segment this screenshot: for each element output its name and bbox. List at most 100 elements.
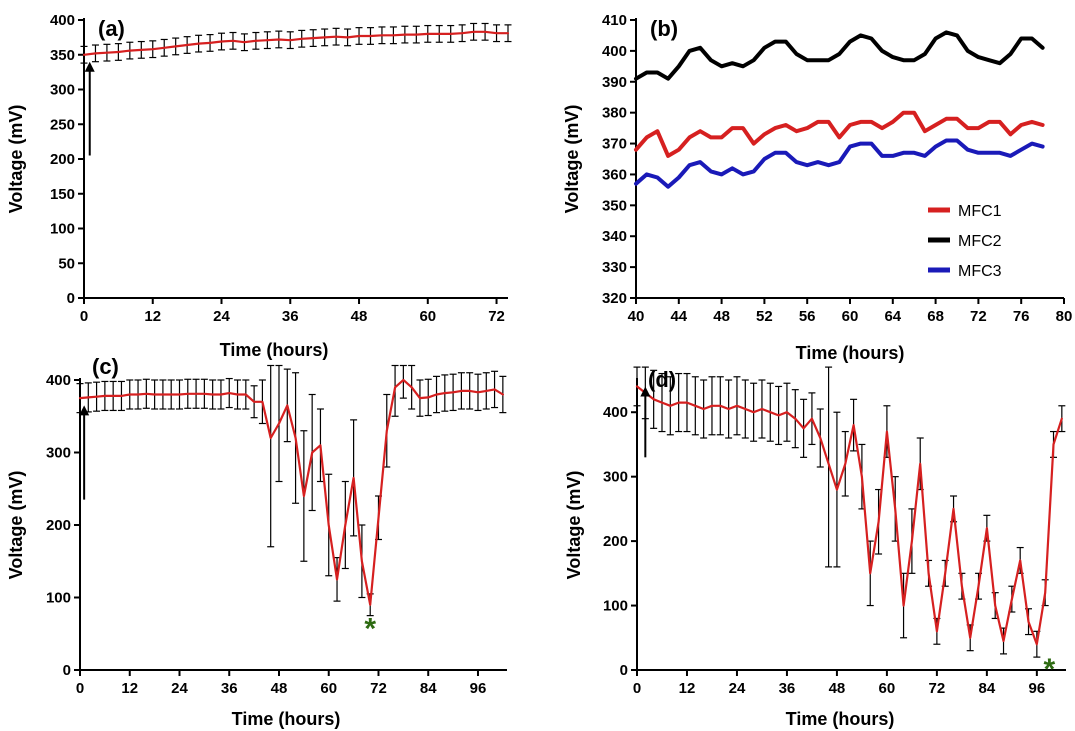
data-point [656,71,659,74]
data-point [870,37,873,40]
data-point [892,56,894,58]
data-point [956,34,958,37]
legend-label: MFC2 [958,233,1002,250]
data-point [956,118,958,120]
x-tick-label: 96 [1029,680,1046,697]
y-tick-label: 300 [603,469,628,486]
data-point [1031,121,1033,123]
x-tick-label: 60 [842,308,859,325]
x-tick-label: 44 [670,308,687,325]
data-point [870,121,873,123]
x-tick-label: 24 [213,308,230,325]
data-point [892,121,894,123]
start-arrow-icon [84,61,95,156]
data-point [699,47,701,49]
y-tick-label: 400 [46,372,71,389]
y-tick-label: 300 [46,445,71,462]
y-axis-label: Voltage (mV) [562,105,582,214]
panel-label: (b) [650,16,678,41]
x-tick-label: 24 [729,680,746,697]
data-point [785,124,787,126]
data-point [635,77,637,80]
data-point [817,121,819,123]
data-point [913,59,915,61]
x-tick-label: 0 [76,680,84,697]
data-point [785,40,787,43]
error-bars [76,364,507,617]
panel-b: 40 44 48 52 56 60 64 68 72 76 80 320 330 340 350 360 370… [562,12,1072,363]
y-tick-label: 100 [46,590,71,607]
data-point [859,121,862,123]
data-point [913,152,915,154]
data-point [924,130,926,132]
x-axis-label: Time (hours) [232,709,341,729]
data-point [785,152,787,154]
data-point [795,130,798,132]
y-tick-label: 400 [602,43,627,60]
data-point [763,47,766,49]
data-point [742,127,744,129]
x-tick-label: 76 [1013,308,1030,325]
series-line [635,385,1063,646]
y-tick-label: 50 [58,255,75,272]
x-tick-label: 84 [420,680,437,697]
y-tick-label: 150 [50,186,75,203]
error-bars [633,366,1066,658]
data-point [699,161,701,163]
data-point [656,176,659,179]
data-point [966,148,969,151]
data-point [934,37,937,40]
x-tick-label: 60 [419,308,436,325]
data-point [688,164,691,166]
x-tick-label: 60 [879,680,896,697]
data-point [763,158,766,160]
start-arrow-icon [640,386,651,458]
y-tick-label: 390 [602,74,627,91]
arrow-head [84,61,95,72]
x-tick-label: 40 [628,308,645,325]
panel-label: (a) [98,16,125,41]
data-point [806,164,808,166]
x-tick-label: 56 [799,308,816,325]
y-tick-label: 100 [603,598,628,615]
data-point [817,59,819,61]
y-tick-label: 0 [620,662,628,679]
y-tick-label: 350 [602,197,627,214]
data-point [966,50,969,52]
panel-a: 0 12 24 36 48 60 72 0 50 100 150 200 250 300 350 400 Tim… [6,12,512,360]
data-point [795,161,798,163]
data-point [977,127,980,129]
panel-c: 0 12 24 36 48 60 72 84 96 0 100 200 300 400 Time (hour… [6,354,507,729]
data-point [977,152,980,154]
data-point [934,124,937,126]
data-point [678,148,680,151]
x-tick-label: 36 [282,308,299,325]
data-point [902,111,905,114]
data-point [806,127,808,129]
data-point [731,127,734,129]
data-point [956,139,958,142]
data-point [945,139,948,142]
y-axis-label: Voltage (mV) [6,471,26,580]
data-point [731,62,734,65]
data-point [999,62,1001,65]
error-bars [80,22,512,64]
arrow-head [79,405,90,416]
data-point [902,59,905,61]
data-point [902,152,905,154]
data-point [1020,37,1022,40]
x-tick-label: 80 [1056,308,1073,325]
data-point [635,182,637,185]
data-point [924,53,926,55]
x-tick-label: 24 [171,680,188,697]
panel-label: (c) [92,354,119,379]
data-point [656,130,659,132]
data-point [945,118,948,120]
x-tick-label: 96 [470,680,487,697]
series-line-mfc2 [634,30,1045,81]
series-line-mfc1 [634,110,1045,158]
y-tick-label: 380 [602,105,627,122]
data-point [720,136,723,139]
y-tick-label: 200 [50,151,75,168]
data-point [1041,145,1044,148]
